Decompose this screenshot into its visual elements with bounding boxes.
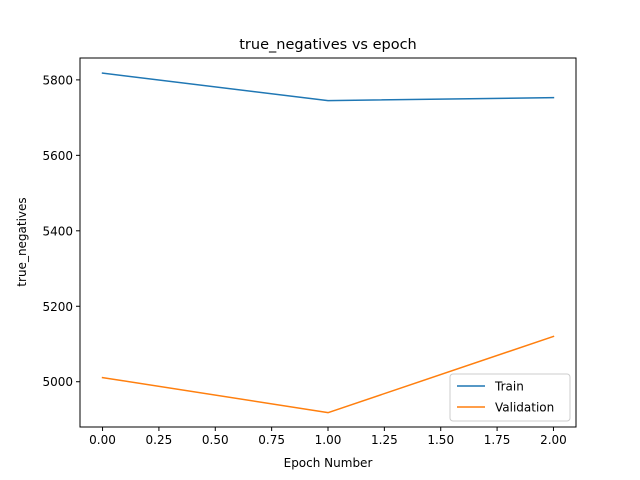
x-axis-ticks: 0.00 0.25 0.50 0.75 1.00 1.25 1.50 1.75 2.00 (89, 427, 567, 447)
legend-label-train: Train (494, 380, 524, 394)
x-tick-label: 1.25 (371, 433, 398, 447)
series-line-validation (101, 335, 555, 414)
x-tick-label: 0.50 (202, 433, 229, 447)
x-tick-label: 1.00 (315, 433, 342, 447)
y-tick-label: 5400 (42, 224, 73, 238)
x-tick-label: 1.75 (484, 433, 511, 447)
y-tick-label: 5600 (42, 149, 73, 163)
series-lines (101, 72, 555, 414)
chart-title: true_negatives vs epoch (239, 37, 417, 53)
y-axis-label: true_negatives (15, 197, 29, 286)
x-tick-label: 2.00 (540, 433, 567, 447)
x-tick-label: 0.25 (146, 433, 173, 447)
x-tick-label: 0.00 (89, 433, 116, 447)
x-axis-label: Epoch Number (284, 456, 373, 470)
y-tick-label: 5000 (42, 375, 73, 389)
x-tick-label: 1.50 (427, 433, 454, 447)
y-axis-ticks: 5000 5200 5400 5600 5800 (42, 73, 80, 389)
series-line-train (101, 72, 555, 102)
y-tick-label: 5200 (42, 300, 73, 314)
y-tick-label: 5800 (42, 73, 73, 87)
legend-label-validation: Validation (495, 401, 554, 415)
x-tick-label: 0.75 (258, 433, 285, 447)
legend: Train Validation (449, 373, 571, 422)
